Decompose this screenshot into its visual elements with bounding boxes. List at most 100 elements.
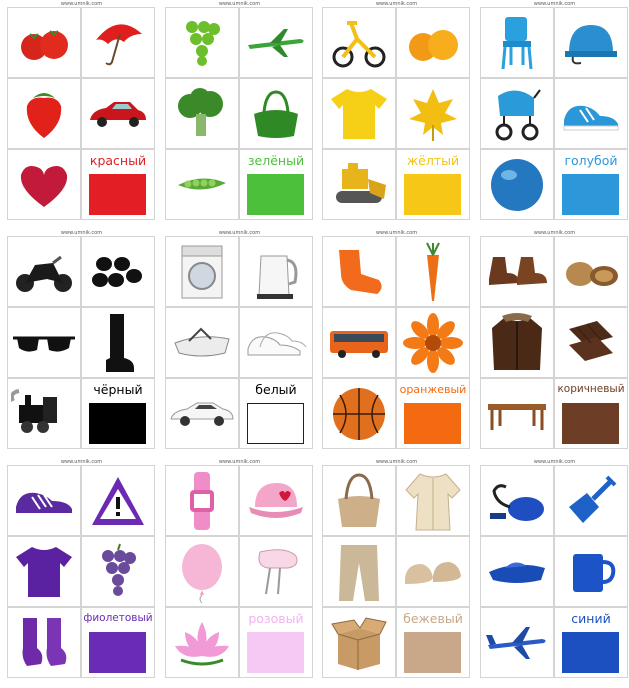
card-cell	[7, 607, 81, 678]
color-swatch	[89, 632, 146, 673]
card-cell	[81, 307, 155, 378]
boat-icon	[174, 327, 230, 356]
color-card-green: www.umnik.com зелёный	[165, 1, 314, 222]
card-cell	[165, 536, 239, 607]
color-swatch	[247, 632, 304, 673]
card-cell	[322, 149, 396, 220]
card-cell	[239, 465, 313, 536]
color-cell: оранжевый	[396, 378, 470, 449]
leaf-icon	[409, 88, 457, 141]
basketball-icon	[333, 387, 385, 440]
card-cell	[322, 465, 396, 536]
card-cell	[396, 78, 470, 149]
site-watermark: www.umnik.com	[60, 459, 103, 465]
site-watermark: www.umnik.com	[533, 230, 576, 236]
strawberry-icon	[26, 92, 62, 138]
color-cell: бежевый	[396, 607, 470, 678]
site-watermark: www.umnik.com	[375, 1, 418, 7]
color-cell: синий	[554, 607, 628, 678]
color-name: зелёный	[247, 153, 305, 168]
washing-machine-icon	[181, 245, 223, 298]
color-cell: белый	[239, 378, 313, 449]
card-cell	[81, 78, 155, 149]
color-name: синий	[571, 611, 611, 626]
card-cell	[480, 149, 554, 220]
sunglasses-icon	[13, 336, 75, 352]
color-name: коричневый	[557, 383, 625, 395]
umbrella-icon	[96, 23, 142, 65]
card-cell	[165, 236, 239, 307]
color-cell: жёлтый	[396, 149, 470, 220]
site-watermark: www.umnik.com	[218, 1, 261, 7]
card-cell	[396, 236, 470, 307]
color-card-black: www.umnik.com чёрный	[7, 230, 156, 451]
card-cell	[554, 236, 628, 307]
card-cell	[554, 465, 628, 536]
site-watermark: www.umnik.com	[375, 230, 418, 236]
color-cell: голубой	[554, 149, 628, 220]
sneaker-icon	[16, 492, 72, 513]
card-cell	[7, 378, 81, 449]
card-cell	[396, 536, 470, 607]
card-cell	[81, 236, 155, 307]
card-cell	[7, 236, 81, 307]
robe-icon	[405, 472, 461, 530]
color-card-white: www.umnik.com белый	[165, 230, 314, 451]
color-cell: коричневый	[554, 378, 628, 449]
card-cell	[165, 465, 239, 536]
color-swatch	[89, 403, 146, 444]
airplane-icon	[248, 28, 304, 57]
shovel-icon	[569, 475, 617, 523]
locomotive-icon	[11, 388, 57, 433]
card-cell	[554, 7, 628, 78]
card-cell	[554, 78, 628, 149]
carrot-icon	[426, 242, 440, 301]
color-swatch	[404, 403, 461, 444]
color-name: фиолетовый	[83, 612, 153, 624]
boat-icon	[489, 561, 545, 583]
card-cell	[81, 536, 155, 607]
boot-icon	[106, 313, 134, 372]
color-name: чёрный	[93, 382, 143, 397]
card-cell	[322, 607, 396, 678]
card-cell	[81, 7, 155, 78]
card-cell	[165, 607, 239, 678]
color-card-orange: www.umnik.com оранжевый	[322, 230, 471, 451]
color-cell: фиолетовый	[81, 607, 155, 678]
ball-icon	[491, 158, 543, 211]
cap-icon	[249, 482, 303, 518]
walnut-icon	[566, 261, 618, 286]
site-watermark: www.umnik.com	[218, 459, 261, 465]
card-cell	[480, 7, 554, 78]
color-name: оранжевый	[399, 383, 467, 396]
sneakers-icon	[247, 331, 307, 355]
bulldozer-icon	[336, 162, 386, 203]
card-cell	[239, 78, 313, 149]
card-cell	[7, 78, 81, 149]
card-cell	[396, 465, 470, 536]
tshirt-icon	[331, 88, 387, 139]
mug-icon	[573, 553, 616, 592]
card-cell	[165, 7, 239, 78]
color-cell: зелёный	[239, 149, 313, 220]
color-swatch	[89, 174, 146, 215]
card-cell	[239, 307, 313, 378]
vacuum-icon	[490, 483, 544, 521]
card-cell	[7, 7, 81, 78]
chair-icon	[501, 16, 533, 69]
card-cell	[165, 78, 239, 149]
trousers-icon	[339, 544, 379, 601]
color-swatch	[562, 632, 619, 673]
card-cell	[165, 149, 239, 220]
card-cell	[165, 307, 239, 378]
color-card-pink: www.umnik.com розовый	[165, 459, 314, 680]
color-swatch	[247, 403, 304, 444]
site-watermark: www.umnik.com	[218, 230, 261, 236]
card-cell	[7, 307, 81, 378]
shoes-icon	[489, 256, 547, 285]
card-cell	[239, 236, 313, 307]
card-cell	[480, 465, 554, 536]
balloon-icon	[182, 543, 222, 603]
color-name: голубой	[564, 153, 618, 168]
card-cell	[7, 536, 81, 607]
